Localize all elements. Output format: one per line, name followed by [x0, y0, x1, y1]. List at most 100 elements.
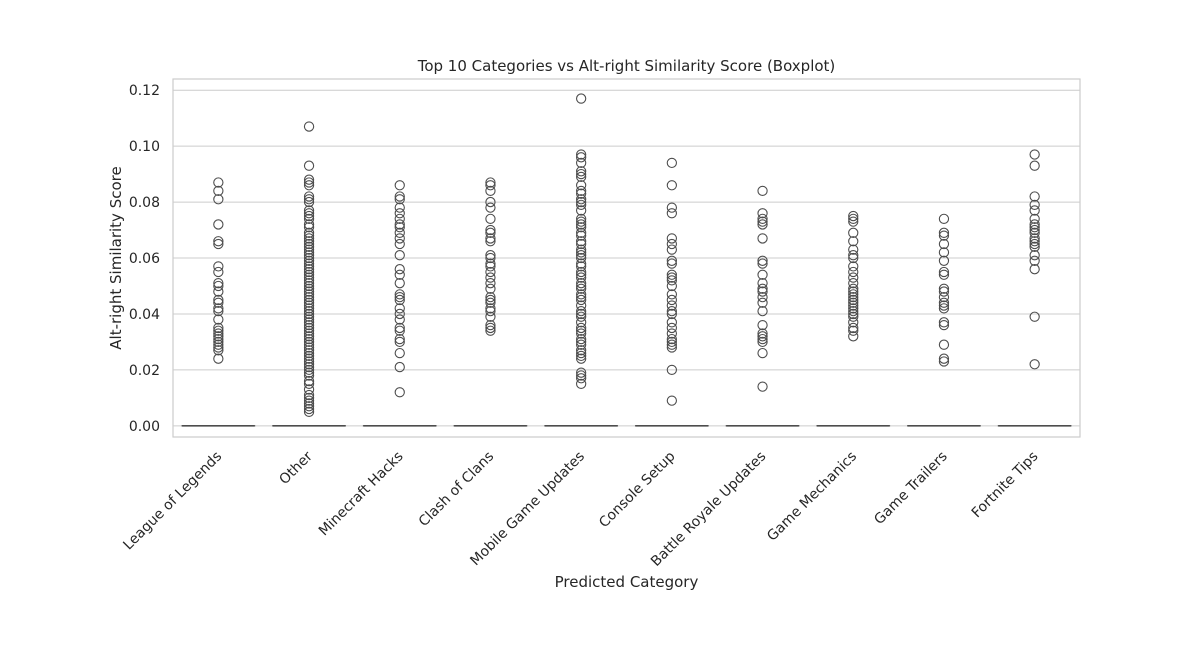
- outlier-point: [576, 152, 587, 163]
- outlier-point: [666, 202, 677, 213]
- outlier-point: [303, 255, 315, 266]
- outlier-point: [303, 319, 315, 331]
- outlier-point: [213, 333, 224, 345]
- outlier-point: [848, 250, 859, 261]
- outlier-point: [485, 177, 496, 188]
- outlier-point: [303, 311, 315, 322]
- y-axis-ticks: 0.00 0.02 0.04 0.06 0.08 0.10 0.12: [129, 83, 160, 435]
- outlier-point: [938, 227, 950, 238]
- outlier-point: [485, 227, 496, 238]
- outlier-point: [303, 305, 315, 317]
- outlier-point: [938, 286, 950, 297]
- outlier-point: [303, 367, 315, 378]
- outlier-point: [394, 333, 405, 345]
- outlier-point: [303, 314, 315, 325]
- outlier-point: [757, 305, 768, 317]
- outlier-point: [848, 227, 859, 238]
- outlier-point: [576, 171, 587, 183]
- outlier-point: [848, 266, 859, 278]
- outlier-point: [303, 403, 315, 415]
- outlier-point: [576, 199, 587, 211]
- outlier-point: [394, 361, 405, 373]
- outlier-point: [394, 180, 405, 191]
- outlier-point: [848, 317, 859, 328]
- outlier-point: [666, 395, 677, 406]
- outlier-point: [213, 314, 224, 325]
- outlier-point: [1029, 160, 1040, 171]
- outlier-point: [576, 250, 587, 261]
- outlier-point: [938, 356, 950, 367]
- outlier-point: [303, 389, 315, 401]
- outlier-point: [394, 294, 405, 306]
- outlier-point: [666, 255, 677, 266]
- outlier-point: [485, 294, 496, 306]
- outlier-point: [576, 266, 587, 278]
- outlier-point: [576, 185, 587, 197]
- outlier-point: [213, 177, 224, 188]
- outlier-point: [576, 280, 587, 292]
- outlier-point: [394, 289, 405, 300]
- outlier-point: [213, 325, 224, 336]
- outlier-point: [1029, 199, 1040, 211]
- outlier-point: [848, 216, 859, 227]
- outlier-point: [938, 238, 950, 250]
- outlier-point: [576, 289, 587, 300]
- x-tick-label: Minecraft Hacks: [316, 449, 407, 540]
- outlier-point: [1029, 236, 1040, 247]
- outlier-point: [666, 280, 677, 292]
- outlier-point: [757, 283, 768, 294]
- outlier-point: [757, 286, 768, 297]
- outlier-point: [576, 93, 587, 104]
- x-tick-label: Clash of Clans: [416, 449, 497, 530]
- outlier-point: [576, 278, 587, 289]
- outlier-point: [666, 275, 677, 286]
- outlier-point: [485, 278, 496, 289]
- y-tick-label: 0.06: [129, 251, 160, 267]
- outlier-point: [576, 328, 587, 339]
- outlier-point: [1029, 311, 1040, 322]
- outlier-point: [303, 280, 315, 292]
- outlier-point: [1029, 227, 1040, 238]
- outlier-point: [757, 216, 768, 227]
- outlier-point: [394, 322, 405, 334]
- outlier-point: [213, 339, 224, 350]
- outlier-point: [303, 342, 315, 353]
- outlier-point: [213, 342, 224, 353]
- outlier-point: [303, 331, 315, 342]
- outlier-point: [666, 336, 677, 348]
- outlier-point: [303, 339, 315, 350]
- outlier-point: [303, 345, 315, 356]
- outlier-point: [394, 233, 405, 244]
- outlier-point: [303, 308, 315, 320]
- outlier-point: [303, 328, 315, 339]
- outlier-points: [213, 93, 1040, 417]
- outlier-point: [757, 255, 768, 266]
- outlier-point: [576, 294, 587, 306]
- outlier-point: [576, 305, 587, 317]
- outlier-point: [576, 367, 587, 378]
- outlier-point: [303, 292, 315, 303]
- outlier-point: [666, 258, 677, 269]
- outlier-point: [394, 213, 405, 224]
- outlier-point: [576, 325, 587, 336]
- outlier-point: [848, 322, 859, 334]
- outlier-point: [213, 278, 224, 289]
- outlier-point: [303, 258, 315, 269]
- outlier-point: [485, 250, 496, 261]
- outlier-point: [666, 339, 677, 350]
- outlier-point: [303, 219, 315, 230]
- outlier-point: [485, 185, 496, 197]
- outlier-point: [485, 303, 496, 314]
- outlier-point: [666, 305, 677, 317]
- outlier-point: [485, 272, 496, 283]
- outlier-point: [848, 272, 859, 283]
- outlier-point: [576, 317, 587, 328]
- outlier-point: [303, 286, 315, 297]
- outlier-point: [757, 347, 768, 359]
- outlier-point: [213, 280, 224, 292]
- outlier-point: [757, 297, 768, 308]
- y-tick-label: 0.02: [129, 363, 160, 379]
- outlier-point: [576, 261, 587, 272]
- outlier-point: [485, 252, 496, 264]
- outlier-point: [303, 272, 315, 283]
